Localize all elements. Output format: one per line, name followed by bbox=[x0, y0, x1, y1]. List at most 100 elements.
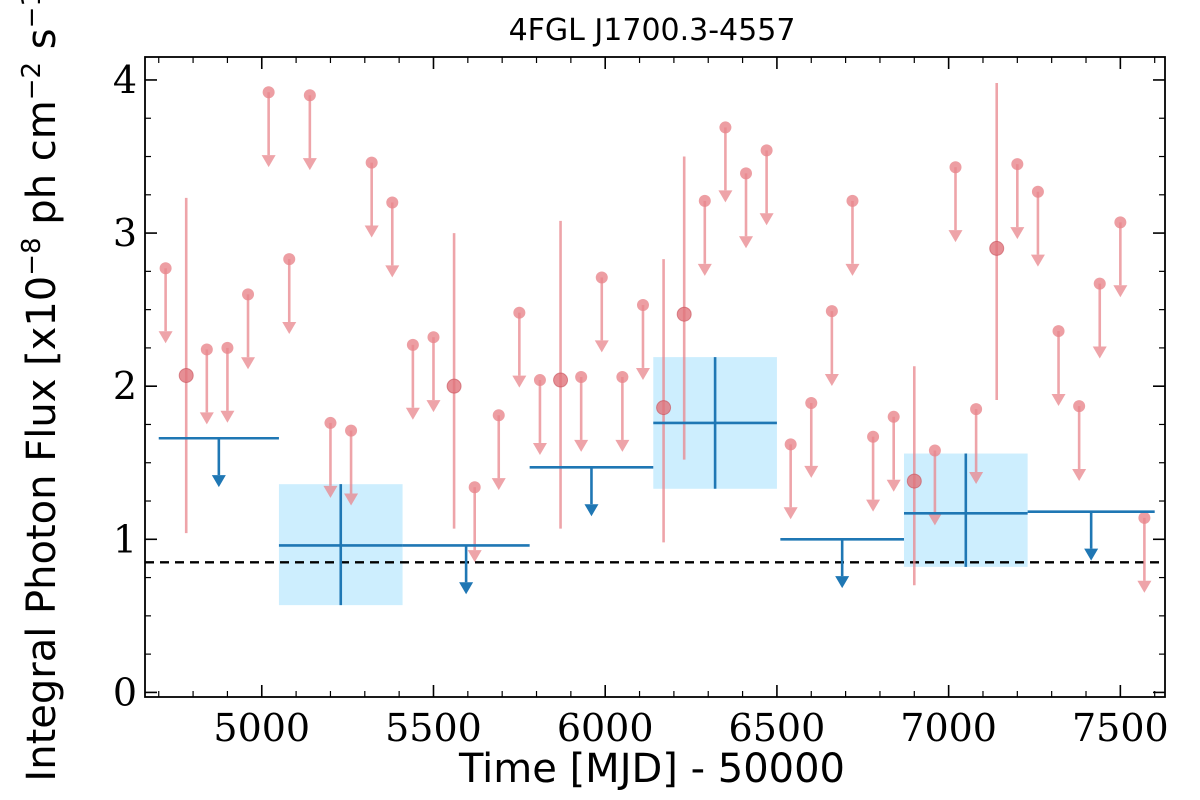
short-ul-arrow bbox=[467, 550, 482, 563]
short-ul-arrow bbox=[220, 410, 235, 423]
short-ul-point bbox=[1114, 216, 1127, 229]
short-ul-point bbox=[867, 430, 880, 443]
short-ul-arrow bbox=[845, 263, 860, 276]
short-ul-point bbox=[262, 86, 275, 99]
short-ul-point bbox=[365, 156, 378, 169]
short-ul-point bbox=[575, 371, 588, 383]
short-ul-point bbox=[784, 438, 797, 451]
short-ul-point bbox=[159, 262, 172, 275]
y-tick-label: 3 bbox=[113, 211, 137, 255]
short-ul-point bbox=[698, 194, 711, 207]
short-detection-point bbox=[178, 367, 194, 383]
short-ul-arrow bbox=[594, 340, 609, 353]
short-ul-arrow bbox=[1092, 346, 1107, 359]
short-ul-point bbox=[805, 397, 818, 410]
short-ul-arrow bbox=[1113, 285, 1128, 298]
short-ul-point bbox=[1073, 400, 1086, 413]
short-ul-arrow bbox=[364, 225, 379, 238]
y-tick-label: 0 bbox=[113, 670, 137, 714]
short-ul-point bbox=[345, 424, 358, 437]
short-ul-arrow bbox=[282, 322, 297, 335]
short-ul-arrow bbox=[323, 485, 338, 498]
short-ul-arrow bbox=[512, 375, 527, 388]
short-ul-point bbox=[719, 121, 732, 134]
short-detection-point bbox=[906, 473, 922, 489]
short-ul-arrow bbox=[532, 442, 547, 455]
y-tick-label: 4 bbox=[113, 58, 137, 102]
short-detection-point bbox=[989, 240, 1005, 256]
plot-frame bbox=[144, 56, 1166, 698]
short-ul-point bbox=[887, 410, 900, 423]
short-ul-point bbox=[242, 288, 255, 301]
short-ul-arrow bbox=[718, 190, 733, 203]
plot-border bbox=[144, 56, 1166, 698]
y-tick-label: 2 bbox=[113, 364, 137, 408]
y-tick-label: 1 bbox=[113, 517, 137, 561]
short-ul-arrow bbox=[405, 407, 420, 420]
short-ul-point bbox=[1031, 185, 1044, 198]
short-detection-point bbox=[553, 372, 569, 388]
short-ul-point bbox=[221, 341, 234, 354]
short-ul-arrow bbox=[426, 400, 441, 413]
short-ul-point bbox=[200, 343, 213, 356]
long-ul-arrow bbox=[584, 504, 599, 517]
short-ul-point bbox=[595, 271, 608, 284]
x-axis-label: Time [MJD] - 50000 bbox=[458, 746, 845, 792]
short-ul-arrow bbox=[886, 479, 901, 492]
short-ul-point bbox=[740, 167, 753, 180]
short-ul-arrow bbox=[739, 236, 754, 249]
short-ul-arrow bbox=[635, 367, 650, 380]
long-ul-arrow bbox=[835, 576, 850, 589]
short-ul-arrow bbox=[574, 439, 589, 452]
x-tick-label: 6000 bbox=[557, 706, 654, 750]
short-ul-point bbox=[928, 444, 941, 457]
x-tick-label: 5500 bbox=[385, 706, 482, 750]
short-ul-arrow bbox=[1030, 254, 1045, 267]
y-axis-label: Integral Photon Flux [x10−8 ph cm−2 s−1] bbox=[17, 0, 65, 782]
short-ul-point bbox=[1138, 511, 1151, 524]
chart-title: 4FGL J1700.3-4557 bbox=[509, 13, 796, 48]
short-ul-arrow bbox=[491, 478, 506, 491]
short-ul-arrow bbox=[783, 507, 798, 520]
axis-ticks bbox=[145, 57, 1165, 697]
short-ul-point bbox=[760, 144, 773, 157]
y-axis-label-main: Integral Photon Flux [x10 bbox=[19, 276, 65, 782]
long-bin-series bbox=[158, 357, 1155, 606]
short-ul-arrow bbox=[241, 357, 256, 370]
short-ul-point bbox=[636, 299, 649, 312]
short-ul-point bbox=[970, 403, 983, 416]
x-tick-label: 6500 bbox=[729, 706, 826, 750]
short-ul-point bbox=[386, 196, 399, 209]
short-ul-arrow bbox=[1010, 227, 1025, 240]
short-ul-arrow bbox=[199, 412, 214, 425]
short-ul-arrow bbox=[344, 493, 359, 506]
x-tick-label: 7000 bbox=[900, 706, 997, 750]
y-axis-label-exp1: −8 bbox=[17, 237, 47, 275]
short-ul-point bbox=[616, 371, 629, 383]
short-ul-arrow bbox=[759, 213, 774, 226]
short-ul-arrow bbox=[948, 230, 963, 243]
short-detection-point bbox=[676, 306, 692, 322]
y-axis-label-mid2: s bbox=[19, 28, 65, 62]
short-ul-arrow bbox=[866, 499, 881, 512]
short-detection-point bbox=[446, 378, 462, 394]
short-ul-point bbox=[513, 306, 526, 319]
short-ul-point bbox=[492, 409, 505, 422]
x-tick-label: 7500 bbox=[1072, 706, 1169, 750]
short-ul-arrow bbox=[697, 263, 712, 276]
y-axis-label-exp2: −2 bbox=[17, 62, 47, 100]
tick-labels: 5000 5500 6000 6500 7000 7500 0 1 2 3 4 bbox=[113, 58, 1169, 750]
short-ul-point bbox=[825, 305, 838, 318]
short-bin-series bbox=[158, 83, 1152, 593]
short-ul-arrow bbox=[804, 465, 819, 478]
short-ul-point bbox=[324, 416, 337, 429]
short-ul-arrow bbox=[158, 331, 173, 344]
short-ul-arrow bbox=[969, 472, 984, 485]
short-ul-point bbox=[468, 481, 481, 494]
short-ul-arrow bbox=[615, 439, 630, 452]
short-ul-point bbox=[427, 331, 440, 344]
short-ul-point bbox=[1011, 158, 1024, 171]
y-axis-label-mid: ph cm bbox=[19, 100, 65, 237]
short-ul-arrow bbox=[1051, 393, 1066, 406]
